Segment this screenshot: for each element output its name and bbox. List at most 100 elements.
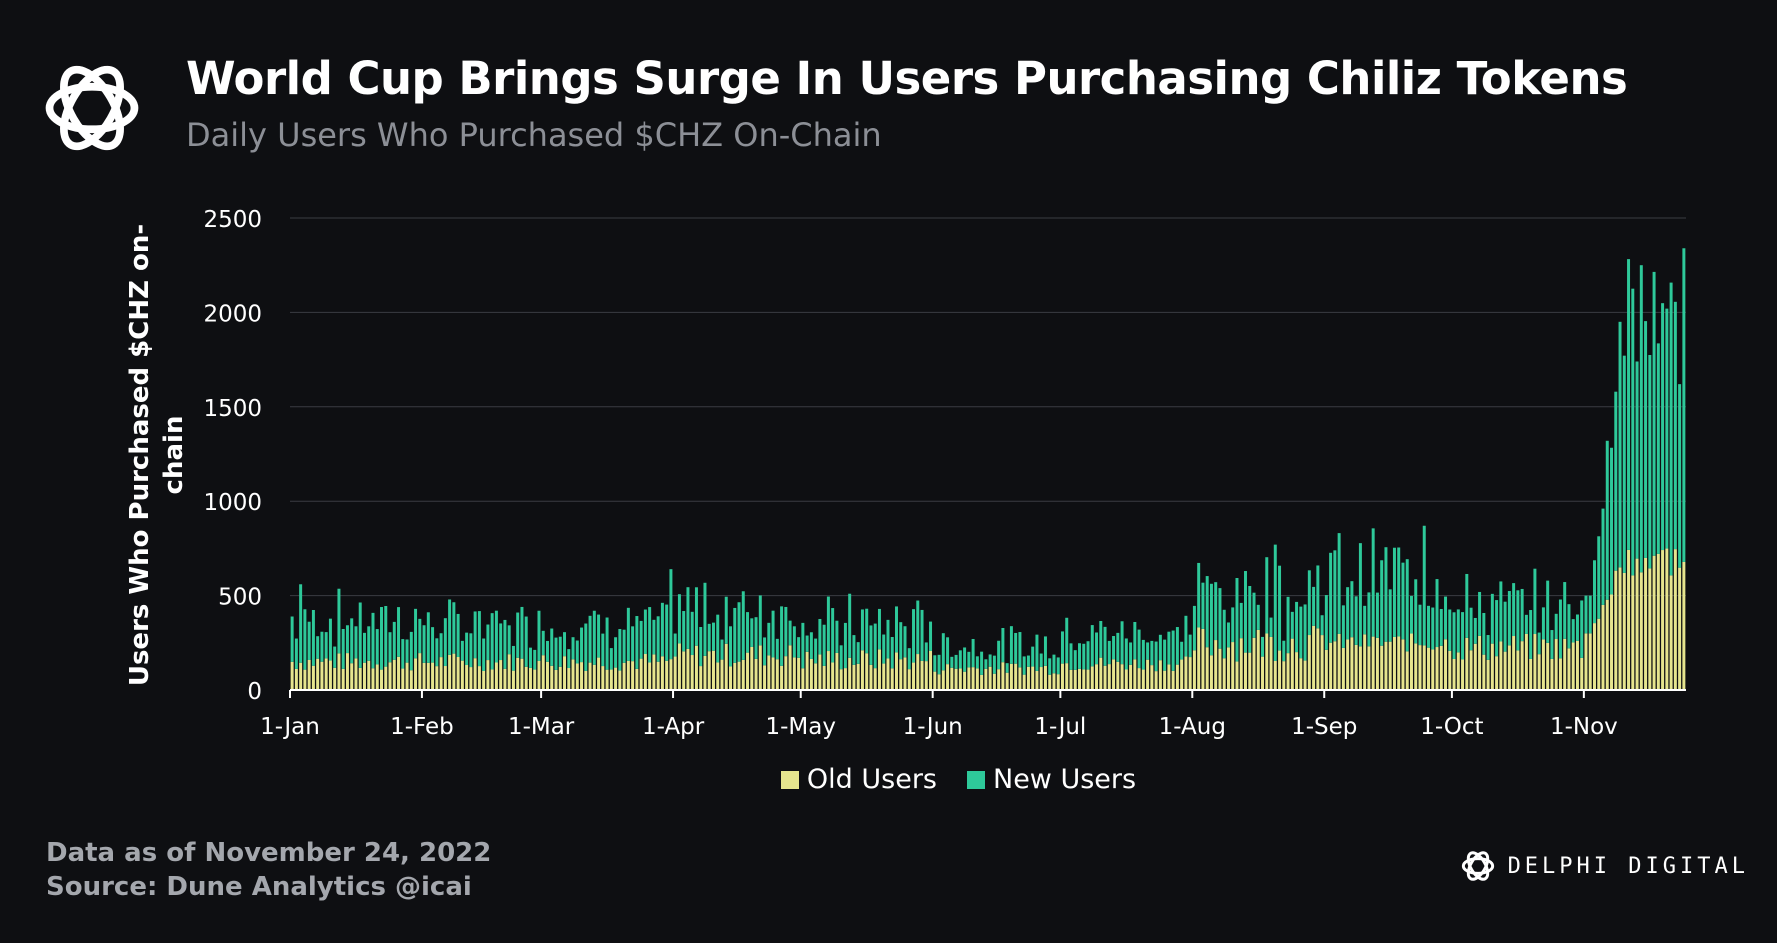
bar-new-users [869,625,873,665]
bar-old-users [469,667,473,690]
bar-new-users [290,616,294,662]
bar-old-users [1409,633,1413,690]
bar-new-users [563,632,567,657]
bar-new-users [507,625,511,655]
bar-new-users [626,607,630,661]
bar-old-users [784,656,788,690]
bar-new-users [1401,562,1405,640]
bar-new-users [482,638,486,671]
bar-old-users [886,658,890,690]
bar-new-users [1567,604,1571,649]
bar-old-users [388,662,392,690]
bar-old-users [877,649,881,690]
bar-old-users [865,653,869,690]
bar-new-users [1320,615,1324,636]
bar-old-users [648,662,652,690]
bar-new-users [511,645,515,671]
bar-old-users [1588,633,1592,690]
bar-old-users [682,651,686,690]
bar-new-users [673,633,677,657]
bar-old-users [929,650,933,690]
bar-old-users [1307,635,1311,690]
bar-old-users [1188,657,1192,690]
bar-old-users [1392,636,1396,690]
bar-new-users [490,613,494,670]
bar-old-users [486,660,490,690]
bar-old-users [299,662,303,690]
bar-old-users [618,670,622,690]
bar-old-users [1350,637,1354,690]
bar-new-users [992,655,996,674]
bar-old-users [848,657,852,690]
bar-old-users [1290,638,1294,690]
bar-old-users [677,643,681,690]
bar-old-users [1180,659,1184,690]
bar-old-users [1558,658,1562,690]
bar-old-users [1444,639,1448,690]
bar-new-users [1107,640,1111,665]
bar-old-users [694,645,698,690]
bar-old-users [1261,656,1265,690]
bar-old-users [1065,663,1069,690]
bar-old-users [852,664,856,690]
bar-old-users [1282,661,1286,690]
bar-old-users [567,668,571,690]
y-tick-label: 1500 [203,396,262,422]
bar-new-users [294,638,298,669]
bar-new-users [775,638,779,660]
bar-new-users [1439,608,1443,646]
bar-old-users [652,654,656,690]
bar-old-users [362,662,366,690]
bar-old-users [541,655,545,690]
bar-old-users [946,664,950,690]
brand-name: DELPHI DIGITAL [1507,853,1749,879]
bar-old-users [950,667,954,690]
bar-new-users [1384,547,1388,642]
x-tick-label: 1-Apr [642,714,705,740]
bar-old-users [333,667,337,690]
bar-old-users [805,651,809,690]
bar-new-users [1022,656,1026,675]
bar-old-users [746,652,750,690]
bar-new-users [1635,361,1639,559]
bar-old-users [1312,625,1316,690]
bar-new-users [1418,604,1422,646]
bar-new-users [1031,646,1035,667]
bar-new-users [1618,321,1622,568]
y-tick-label: 1000 [203,490,262,516]
bar-new-users [724,596,728,644]
bar-new-users [860,609,864,651]
bar-new-users [426,612,430,663]
bar-new-users [1444,596,1448,640]
bar-old-users [1320,635,1324,690]
bar-new-users [1512,583,1516,637]
bar-new-users [418,618,422,654]
bar-new-users [299,584,303,663]
bar-new-users [920,609,924,661]
bar-old-users [563,656,567,690]
bar-new-users [1669,282,1673,576]
bar-new-users [792,626,796,658]
bar-old-users [1512,636,1516,690]
bar-new-users [809,632,813,659]
bar-new-users [1678,384,1682,568]
bar-new-users [1341,605,1345,648]
bar-old-users [609,669,613,690]
bar-old-users [1184,656,1188,690]
y-tick-label: 2000 [203,301,262,327]
bar-new-users [1120,621,1124,665]
bar-new-users [967,651,971,668]
bar-new-users [1141,639,1145,670]
bar-new-users [362,632,366,663]
bar-new-users [1069,643,1073,670]
bar-new-users [826,596,830,652]
bar-new-users [1554,613,1558,640]
bar-old-users [1473,643,1477,690]
bar-old-users [711,650,715,690]
bar-old-users [980,674,984,690]
bar-new-users [1661,303,1665,551]
bar-new-users [1397,547,1401,637]
bar-new-users [631,626,635,662]
bar-new-users [903,626,907,658]
bar-old-users [1656,553,1660,690]
